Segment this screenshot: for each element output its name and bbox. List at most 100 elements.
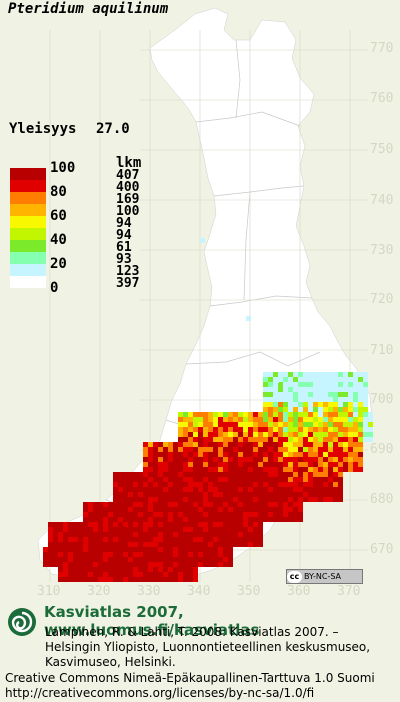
abundance-cell (303, 447, 308, 452)
abundance-cell (303, 462, 308, 467)
abundance-cell (238, 487, 243, 492)
abundance-cell (208, 527, 213, 532)
abundance-cell (108, 567, 113, 572)
license-link[interactable]: http://creativecommons.org/licenses/by-n… (5, 686, 315, 700)
abundance-cell (323, 412, 328, 417)
abundance-cell (48, 522, 53, 527)
abundance-cell (138, 492, 143, 497)
abundance-cell (278, 447, 283, 452)
abundance-cell (228, 557, 233, 562)
abundance-cell (318, 442, 323, 447)
abundance-cell (233, 427, 238, 432)
abundance-cell (223, 432, 228, 437)
abundance-cell (128, 572, 133, 577)
abundance-cell (303, 492, 308, 497)
abundance-cell (133, 542, 138, 547)
abundance-cell (313, 377, 318, 382)
citation-line: Helsingin Yliopisto, Luonnontieteellinen… (45, 640, 371, 654)
abundance-cell (348, 397, 353, 402)
abundance-cell (263, 472, 268, 477)
abundance-cell (223, 462, 228, 467)
abundance-cell (178, 477, 183, 482)
abundance-cell (263, 382, 268, 387)
abundance-cell (328, 472, 333, 477)
abundance-cell (83, 512, 88, 517)
abundance-cell (218, 442, 223, 447)
abundance-cell (263, 462, 268, 467)
easting-label: 310 (37, 584, 61, 599)
abundance-cell (293, 457, 298, 462)
abundance-cell (213, 557, 218, 562)
abundance-cell (268, 507, 273, 512)
abundance-cell (153, 502, 158, 507)
abundance-cell (228, 492, 233, 497)
abundance-cell (83, 577, 88, 582)
abundance-cell (283, 502, 288, 507)
abundance-cell (128, 537, 133, 542)
abundance-cell (293, 517, 298, 522)
citation-line: Lampinen, R. & Lahti, T. 2008: Kasviatla… (45, 625, 339, 639)
abundance-cell (243, 447, 248, 452)
abundance-cell (88, 527, 93, 532)
abundance-cell (123, 557, 128, 562)
abundance-cell (93, 532, 98, 537)
abundance-cell (308, 447, 313, 452)
abundance-cell (153, 462, 158, 467)
abundance-cell (193, 462, 198, 467)
abundance-cell (238, 537, 243, 542)
abundance-cell (253, 437, 258, 442)
abundance-cell (208, 507, 213, 512)
brand-line[interactable]: Kasviatlas 2007, www.luomus.fi/kasviatla… (44, 603, 260, 639)
abundance-cell (248, 492, 253, 497)
cc-license-badge[interactable]: cc BY-NC-SA (286, 569, 363, 584)
abundance-cell (138, 537, 143, 542)
abundance-cell (283, 472, 288, 477)
abundance-cell (338, 382, 343, 387)
abundance-cell (143, 487, 148, 492)
abundance-cell (138, 512, 143, 517)
abundance-cell (288, 437, 293, 442)
abundance-cell (108, 572, 113, 577)
abundance-cell (258, 442, 263, 447)
abundance-cell (148, 482, 153, 487)
abundance-cell (93, 557, 98, 562)
abundance-cell (183, 522, 188, 527)
abundance-cell (288, 397, 293, 402)
abundance-cell (133, 572, 138, 577)
species-title: Pteridium aquilinum (8, 1, 169, 17)
abundance-cell (148, 512, 153, 517)
abundance-cell (258, 482, 263, 487)
abundance-cell (218, 467, 223, 472)
abundance-cell (283, 512, 288, 517)
abundance-cell (268, 422, 273, 427)
abundance-cell (103, 537, 108, 542)
abundance-cell (228, 527, 233, 532)
abundance-cell (178, 577, 183, 582)
abundance-cell (158, 542, 163, 547)
abundance-cell (208, 427, 213, 432)
abundance-cell (263, 507, 268, 512)
abundance-cell (173, 532, 178, 537)
abundance-cell (233, 422, 238, 427)
abundance-cell (143, 492, 148, 497)
abundance-cell (288, 432, 293, 437)
abundance-cell (348, 387, 353, 392)
abundance-cell (323, 372, 328, 377)
abundance-cell (123, 532, 128, 537)
abundance-cell (68, 537, 73, 542)
abundance-cell (93, 567, 98, 572)
abundance-cell (113, 507, 118, 512)
abundance-cell (288, 382, 293, 387)
abundance-cell (148, 562, 153, 567)
abundance-cell (333, 397, 338, 402)
abundance-cell (363, 382, 368, 387)
abundance-cell (328, 427, 333, 432)
abundance-cell (123, 567, 128, 572)
abundance-cell (238, 477, 243, 482)
northing-label: 730 (370, 243, 394, 258)
abundance-cell (323, 397, 328, 402)
abundance-cell (193, 422, 198, 427)
abundance-cell (338, 402, 343, 407)
abundance-cell (363, 412, 368, 417)
abundance-cell (118, 497, 123, 502)
